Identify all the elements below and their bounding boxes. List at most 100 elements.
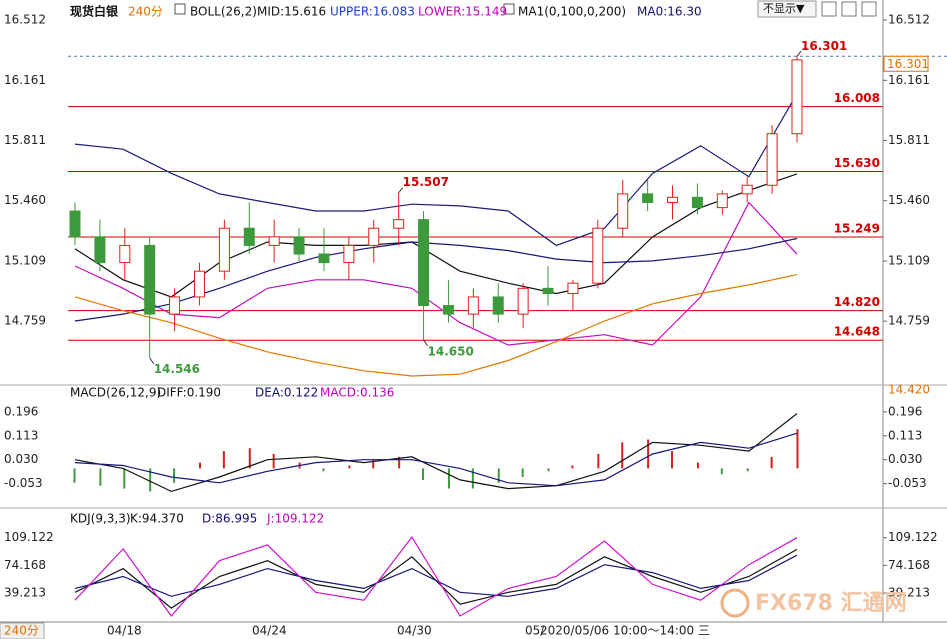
y-tick-label-left: 15.460	[4, 193, 46, 207]
macd-bar	[149, 468, 152, 492]
annotation-tick	[423, 339, 428, 347]
y-tick-label-left: 0.030	[4, 452, 38, 466]
candle-body	[94, 236, 106, 264]
y-tick-label: 15.109	[888, 254, 930, 268]
y-tick-label: 16.161	[888, 73, 930, 87]
level-label: 15.249	[834, 221, 880, 235]
candle-body	[144, 244, 156, 315]
bottom-label: 14.420	[888, 383, 930, 397]
macd-bar	[597, 453, 600, 469]
candle-body	[318, 253, 330, 264]
indicator-line	[74, 413, 798, 493]
watermark-icon	[720, 588, 750, 618]
macd-bar	[696, 462, 699, 469]
candle-body	[293, 236, 305, 255]
candle-body	[766, 133, 778, 186]
period-box[interactable]	[0, 622, 45, 639]
macd-bar	[671, 451, 674, 469]
hide-button[interactable]	[757, 0, 817, 18]
candle-body	[193, 270, 205, 298]
candle-body	[268, 236, 280, 246]
candle-body	[467, 296, 479, 315]
y-tick-label: 15.811	[888, 133, 930, 147]
indicator-line	[74, 93, 798, 247]
macd-bar	[796, 429, 799, 469]
macd-bar	[322, 468, 325, 472]
readout: DIFF:0.190	[157, 386, 221, 400]
icon	[174, 3, 186, 15]
period: 240分	[128, 5, 163, 19]
icon	[503, 3, 515, 15]
x-tick-label: 2020/05/06 10:00～14:00 三	[540, 624, 710, 638]
panel-title: MACD(26,12,9)	[70, 386, 161, 400]
macd-bar	[222, 451, 225, 469]
macd-bar	[173, 468, 176, 483]
annotation-tick	[796, 50, 802, 57]
macd-bar	[720, 468, 723, 475]
candle-body	[741, 184, 753, 195]
annotation: 15.507	[403, 175, 449, 189]
x-tick-label: 04/30	[397, 624, 432, 638]
candle-body	[218, 227, 230, 272]
y-tick-label: 0.196	[888, 404, 922, 418]
macd-bar	[422, 468, 425, 480]
last-price-box	[883, 55, 929, 72]
macd-bar	[746, 468, 749, 472]
readout: DEA:0.122	[255, 386, 318, 400]
candle-body	[243, 227, 255, 246]
annotation-tick	[398, 187, 404, 193]
candle-body	[791, 59, 803, 135]
y-tick-label: 14.759	[888, 314, 930, 328]
window-button[interactable]	[861, 1, 877, 17]
macd-bar	[447, 468, 450, 489]
macd-bar	[348, 465, 351, 469]
readout: MACD:0.136	[320, 386, 394, 400]
window-button[interactable]	[841, 1, 857, 17]
indicator-line	[74, 432, 798, 487]
macd-bar	[547, 468, 550, 472]
candle-body	[642, 193, 654, 203]
macd-bar	[497, 468, 500, 483]
readout: MA0:16.30	[637, 5, 702, 19]
y-tick-label: -0.053	[888, 476, 927, 490]
candle-body	[119, 244, 131, 264]
macd-bar	[372, 459, 375, 469]
level-label: 14.820	[834, 295, 880, 309]
candle-body	[667, 196, 679, 203]
window-button[interactable]	[821, 1, 837, 17]
watermark: FX678 汇通网	[755, 591, 907, 616]
level-label: 14.648	[834, 325, 880, 339]
candle-body	[368, 227, 380, 246]
candle-body	[617, 193, 629, 229]
level-label: 16.008	[834, 91, 880, 105]
button-label: 不显示▼	[763, 2, 805, 15]
macd-bar	[521, 468, 524, 478]
y-tick-label-left: 16.161	[4, 73, 46, 87]
candle-body	[418, 219, 430, 307]
y-tick-label: 0.113	[888, 428, 922, 442]
last-price-label: 16.301	[887, 57, 929, 71]
y-tick-label-left: 0.113	[4, 428, 38, 442]
candle-body	[691, 196, 703, 209]
candle-body	[517, 287, 529, 315]
macd-bar	[571, 465, 574, 469]
y-tick-label: 109.122	[888, 530, 938, 544]
y-tick-label-left: 0.196	[4, 404, 38, 418]
candle-body	[567, 282, 579, 295]
indicator: BOLL(26,2)	[190, 5, 257, 19]
annotation: 14.546	[154, 362, 200, 376]
x-tick-label: 04/18	[107, 624, 142, 638]
annotation-tick	[149, 357, 155, 365]
y-tick-label-left: 109.122	[4, 530, 54, 544]
macd-bar	[99, 468, 102, 486]
candle-body	[169, 296, 181, 315]
y-tick-label-left: 39.213	[4, 585, 46, 599]
readout: MA1(0,100,0,200)	[518, 5, 626, 19]
macd-bar	[398, 456, 401, 469]
macd-bar	[621, 442, 624, 469]
y-tick-label-left: 15.109	[4, 254, 46, 268]
indicator-line	[74, 554, 798, 597]
y-tick-label-left: 14.759	[4, 314, 46, 328]
macd-bar	[123, 468, 126, 489]
readout: K:94.370	[130, 512, 184, 526]
